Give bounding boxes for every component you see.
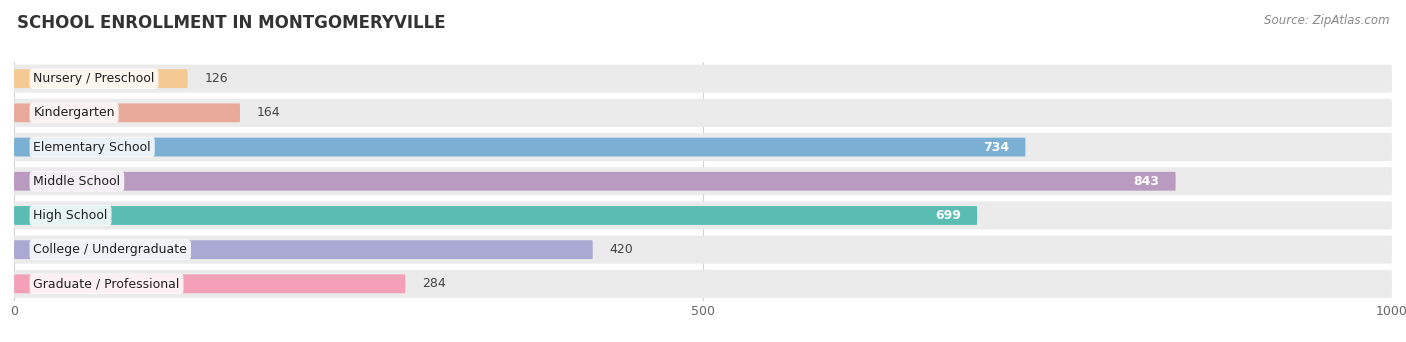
FancyBboxPatch shape: [14, 167, 1392, 195]
FancyBboxPatch shape: [14, 172, 1175, 191]
Text: Nursery / Preschool: Nursery / Preschool: [34, 72, 155, 85]
Text: 126: 126: [204, 72, 228, 85]
FancyBboxPatch shape: [14, 65, 1392, 93]
Text: High School: High School: [34, 209, 108, 222]
FancyBboxPatch shape: [14, 206, 977, 225]
Text: 420: 420: [609, 243, 633, 256]
Text: 164: 164: [256, 106, 280, 119]
Text: 734: 734: [983, 141, 1010, 154]
FancyBboxPatch shape: [14, 270, 1392, 298]
Text: Source: ZipAtlas.com: Source: ZipAtlas.com: [1264, 14, 1389, 27]
FancyBboxPatch shape: [14, 236, 1392, 264]
FancyBboxPatch shape: [14, 133, 1392, 161]
Text: 843: 843: [1133, 175, 1159, 188]
FancyBboxPatch shape: [14, 240, 593, 259]
Text: Middle School: Middle School: [34, 175, 121, 188]
Text: 284: 284: [422, 277, 446, 290]
Text: Elementary School: Elementary School: [34, 141, 150, 154]
Text: SCHOOL ENROLLMENT IN MONTGOMERYVILLE: SCHOOL ENROLLMENT IN MONTGOMERYVILLE: [17, 14, 446, 32]
FancyBboxPatch shape: [14, 104, 240, 122]
Text: Graduate / Professional: Graduate / Professional: [34, 277, 180, 290]
Text: Kindergarten: Kindergarten: [34, 106, 115, 119]
FancyBboxPatch shape: [14, 69, 187, 88]
FancyBboxPatch shape: [14, 138, 1025, 157]
FancyBboxPatch shape: [14, 201, 1392, 229]
Text: 699: 699: [935, 209, 960, 222]
FancyBboxPatch shape: [14, 274, 405, 293]
Text: College / Undergraduate: College / Undergraduate: [34, 243, 187, 256]
FancyBboxPatch shape: [14, 99, 1392, 127]
